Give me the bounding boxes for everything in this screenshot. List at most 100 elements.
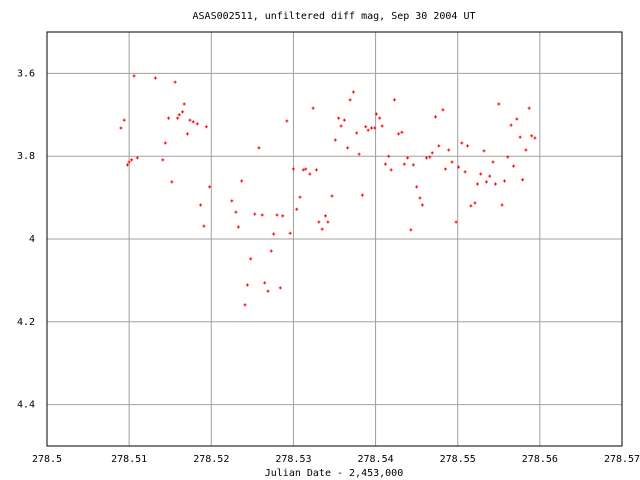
point (257, 146, 261, 150)
point (494, 182, 497, 186)
point (373, 126, 377, 130)
point (383, 162, 387, 166)
point (191, 120, 195, 124)
point (457, 165, 461, 169)
point (524, 148, 528, 152)
point (127, 160, 131, 164)
point (389, 168, 393, 172)
x-tick-label: 278.56 (522, 454, 558, 465)
point (161, 158, 165, 162)
point (263, 281, 267, 285)
point (281, 214, 285, 218)
point (450, 160, 454, 164)
point (521, 178, 525, 182)
point (339, 124, 343, 128)
point (298, 195, 302, 199)
point (527, 106, 531, 110)
point (491, 160, 495, 164)
points (119, 74, 537, 307)
point (397, 132, 401, 136)
point (135, 156, 139, 160)
point (122, 118, 126, 122)
point (204, 125, 208, 129)
point (266, 289, 270, 293)
point (500, 203, 504, 207)
y-tick-label: 3.8 (17, 151, 35, 162)
point (119, 126, 123, 130)
point (369, 126, 373, 130)
point (366, 128, 370, 132)
point (249, 257, 253, 261)
point (170, 180, 174, 184)
point (269, 249, 273, 253)
point (515, 117, 519, 121)
point (245, 283, 249, 287)
point (355, 131, 359, 135)
point (272, 232, 276, 236)
point (437, 144, 441, 148)
point (454, 220, 458, 224)
point (479, 172, 483, 176)
point (387, 154, 391, 158)
point (285, 119, 289, 123)
point (260, 213, 264, 217)
point (509, 123, 513, 127)
point (466, 144, 470, 148)
point (185, 132, 189, 136)
point (230, 199, 234, 203)
y-tick-label: 3.6 (17, 68, 35, 79)
point (530, 134, 534, 138)
point (314, 168, 318, 172)
point (308, 172, 312, 176)
point (482, 149, 486, 153)
point (506, 155, 510, 159)
point (253, 212, 257, 216)
point (357, 152, 361, 156)
point (512, 164, 516, 168)
point (346, 146, 350, 150)
point (323, 214, 327, 218)
chart-title: ASAS002511, unfiltered diff mag, Sep 30 … (193, 11, 476, 22)
point (411, 163, 415, 167)
point (317, 220, 321, 224)
point (443, 167, 447, 171)
point (236, 225, 240, 229)
point (418, 196, 422, 200)
x-tick-label: 278.54 (358, 454, 394, 465)
point (430, 151, 434, 155)
point (153, 76, 157, 80)
point (173, 80, 177, 84)
point (326, 220, 330, 224)
point (311, 106, 315, 110)
point (409, 228, 413, 232)
point (295, 207, 299, 211)
point (402, 162, 406, 166)
y-tick-label: 4.4 (17, 400, 35, 411)
point (337, 116, 341, 120)
point (473, 201, 477, 205)
point (425, 156, 428, 160)
grid (46, 32, 623, 446)
x-tick-label: 278.5 (32, 454, 62, 465)
point (234, 210, 238, 214)
point (333, 138, 337, 142)
point (182, 102, 186, 106)
x-tick-label: 278.53 (275, 454, 311, 465)
point (126, 163, 129, 167)
point (463, 170, 467, 174)
point (195, 122, 199, 126)
point (188, 118, 192, 122)
x-tick-label: 278.51 (111, 454, 147, 465)
point (360, 193, 364, 197)
point (304, 167, 308, 171)
point (301, 168, 305, 172)
x-axis-label: Julian Date - 2,453,000 (265, 468, 403, 479)
point (132, 74, 136, 78)
point (275, 213, 279, 217)
point (167, 116, 171, 120)
point (533, 136, 537, 140)
point (380, 124, 384, 128)
point (469, 204, 473, 208)
